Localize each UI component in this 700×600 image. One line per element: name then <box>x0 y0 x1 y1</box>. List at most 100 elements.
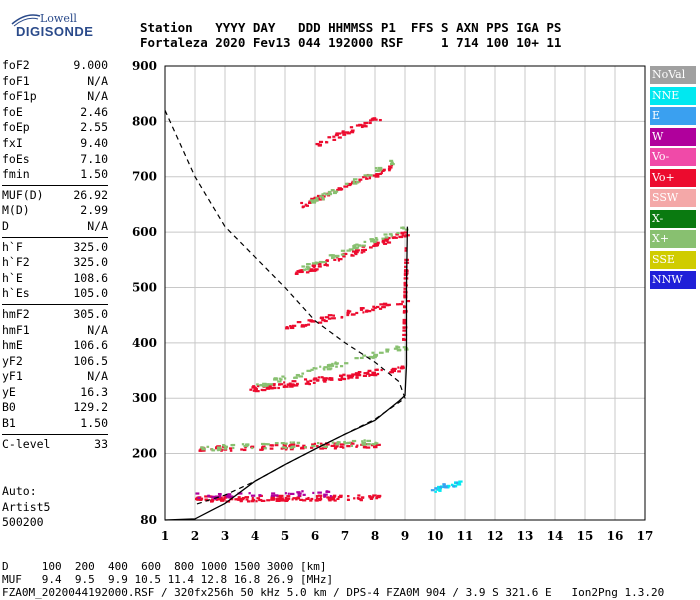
echo-trace-point <box>337 258 343 261</box>
param-name: MUF(D) <box>2 187 44 202</box>
echo-trace-point <box>306 380 310 383</box>
echo-trace-point <box>402 322 407 325</box>
echo-trace-point <box>319 442 323 445</box>
param-value: 129.2 <box>73 400 108 415</box>
echo-trace-point <box>295 374 300 377</box>
echo-trace-point <box>359 356 364 360</box>
param-row-hes: h`Es 105.0 <box>2 286 108 302</box>
echo-trace-point <box>335 132 339 135</box>
echo-trace-point <box>336 188 339 192</box>
echo-trace-point <box>329 364 333 367</box>
param-separator <box>2 236 108 238</box>
echo-trace-point <box>352 245 357 248</box>
echo-trace-point <box>374 237 378 240</box>
echo-trace-point <box>229 447 233 450</box>
echo-trace-point <box>263 443 268 446</box>
autoscaling-info: Auto: Artist5 500200 <box>2 484 50 531</box>
echo-trace-point <box>292 384 297 387</box>
echo-trace-point <box>402 346 408 349</box>
echo-trace-point <box>210 448 214 451</box>
echo-trace-point <box>352 178 358 181</box>
echo-trace-point <box>393 347 399 350</box>
echo-trace-point <box>217 495 222 499</box>
echo-trace-point <box>371 118 375 121</box>
echo-trace-point <box>299 447 305 450</box>
echo-trace-point <box>322 377 327 380</box>
echo-trace-point <box>296 491 301 494</box>
echo-trace-point <box>199 448 204 451</box>
echo-trace-point <box>283 385 289 388</box>
echo-trace-point <box>331 496 335 500</box>
echo-trace-point <box>306 369 312 372</box>
echo-trace-point <box>333 258 337 261</box>
echo-trace-point <box>290 443 296 446</box>
echo-trace-point <box>309 499 313 502</box>
echo-trace-point <box>310 198 315 201</box>
echo-trace-point <box>319 195 323 198</box>
y-tick-label: 700 <box>132 170 157 184</box>
echo-trace-point <box>371 351 375 354</box>
echo-trace-point <box>360 249 364 252</box>
echo-trace-point <box>291 324 297 327</box>
echo-trace-point <box>377 494 382 498</box>
echo-trace-point <box>284 377 287 380</box>
echo-trace-point <box>323 368 326 371</box>
echo-trace-point <box>369 355 373 359</box>
echo-trace-point <box>378 351 384 354</box>
echo-trace-point <box>306 263 311 266</box>
y-tick-label: 200 <box>132 447 157 461</box>
echo-trace-point <box>317 265 322 268</box>
echo-trace-point <box>332 138 337 141</box>
echo-trace-point <box>316 379 320 382</box>
echo-trace-point <box>310 320 316 323</box>
echo-trace-point <box>391 369 396 373</box>
legend-item-ssw: SSW <box>650 189 696 207</box>
echo-trace-point <box>335 365 338 368</box>
echo-trace-point <box>313 266 316 269</box>
echo-trace-point <box>283 381 286 384</box>
echo-trace-point <box>243 445 249 448</box>
echo-trace-point <box>340 315 344 319</box>
echo-trace-point <box>302 444 306 447</box>
echo-trace-point <box>281 446 286 449</box>
echo-trace-point <box>357 497 361 500</box>
echo-trace-point <box>308 201 312 204</box>
param-value: 2.55 <box>80 120 108 135</box>
echo-trace-point <box>372 174 377 177</box>
echo-trace-point <box>289 441 292 444</box>
param-value: 325.0 <box>73 255 108 270</box>
echo-trace-point <box>274 494 279 497</box>
echo-trace-point <box>346 313 350 317</box>
echo-trace-point <box>229 449 233 452</box>
echo-trace-point <box>301 265 305 268</box>
echo-trace-point <box>359 499 363 502</box>
param-row-fxi: fxI 9.40 <box>2 136 108 152</box>
param-value: 26.92 <box>73 187 108 202</box>
echo-trace-point <box>348 376 354 379</box>
echo-trace-point <box>374 175 380 178</box>
echo-trace-point <box>341 446 345 449</box>
echo-trace-point <box>202 449 206 452</box>
echo-trace-point <box>298 269 302 272</box>
echo-trace-point <box>296 441 301 444</box>
echo-trace-point <box>339 443 345 446</box>
footer-file-info: FZA0M_2020044192000.RSF / 320fx256h 50 k… <box>2 586 665 599</box>
echo-trace-point <box>351 373 355 376</box>
echo-trace-point <box>346 132 351 135</box>
echo-trace-point <box>279 495 282 498</box>
echo-trace-point <box>382 239 387 242</box>
x-tick-label: 8 <box>371 529 379 543</box>
echo-trace-point <box>357 370 362 374</box>
echo-trace-point <box>267 385 271 388</box>
echo-trace-point <box>321 196 325 199</box>
echo-trace-point <box>351 250 356 253</box>
echo-trace-point <box>325 140 328 144</box>
echo-trace-point <box>378 172 382 176</box>
footer-distance-row: D 100 200 400 600 800 1000 1500 3000 [km… <box>2 560 327 573</box>
echo-trace-point <box>322 261 327 264</box>
param-row-hmf1: hmF1 N/A <box>2 323 108 339</box>
echo-trace-point <box>327 365 330 368</box>
echo-trace-point <box>302 499 307 502</box>
param-row-hme: hmE 106.6 <box>2 338 108 354</box>
echo-trace-point <box>450 483 454 486</box>
